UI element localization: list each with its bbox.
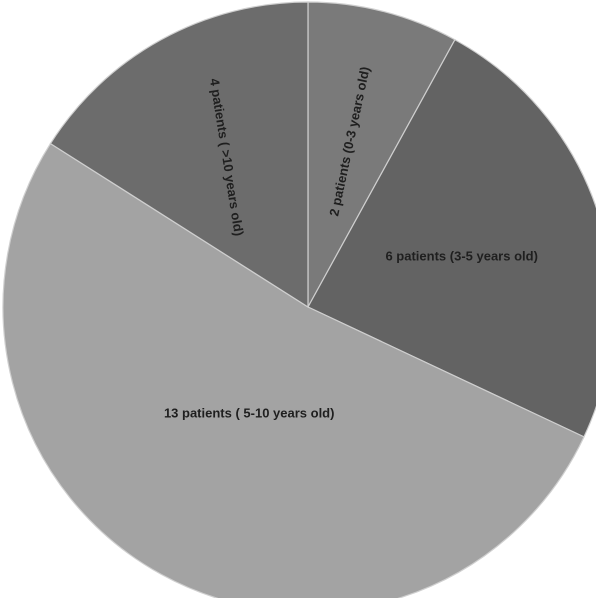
pie-slice-1 — [307, 1, 456, 308]
pie-slice-label-3: 13 patients ( 5-10 years old) — [164, 405, 335, 420]
pie-slice-label-2: 6 patients (3-5 years old) — [385, 248, 537, 263]
pie-slice-4 — [49, 1, 309, 309]
pie-slice-2 — [307, 38, 596, 438]
pie-slice-3 — [2, 142, 585, 598]
